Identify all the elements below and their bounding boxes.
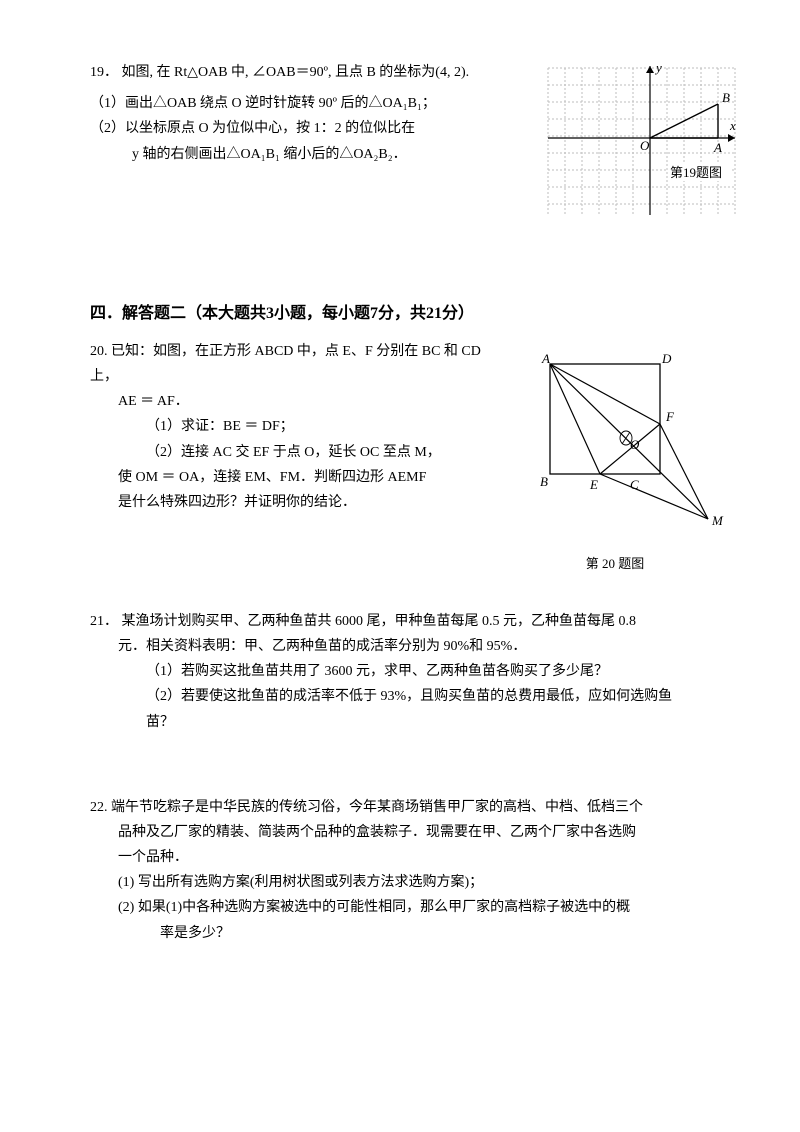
q20-label-D: D bbox=[661, 351, 672, 366]
question-20: 20. 已知：如图，在正方形 ABCD 中，点 E、F 分别在 BC 和 CD … bbox=[90, 339, 710, 549]
q20-text: 20. 已知：如图，在正方形 ABCD 中，点 E、F 分别在 BC 和 CD … bbox=[90, 339, 490, 515]
q20-number: 20. bbox=[90, 344, 108, 359]
q20-l2: （1）求证：BE ＝ DF； bbox=[90, 414, 490, 439]
q21-p2: （2）若要使这批鱼苗的成活率不低于 93%，且购买鱼苗的总费用最低，应如何选购鱼 bbox=[90, 684, 710, 709]
q19-text: 19． 如图, 在 Rt△OAB 中, ∠OAB＝90º, 且点 B 的坐标为(… bbox=[90, 60, 520, 167]
q19-figure: O A B x y 第19题图 bbox=[540, 60, 740, 229]
section-4-title: 四．解答题二（本大题共3小题，每小题7分，共21分） bbox=[90, 300, 710, 329]
q20-svg: A D B C E F O M bbox=[530, 349, 730, 539]
q19-part2b: y 轴的右侧画出△OA₁B₁ 缩小后的△OA₂B₂． bbox=[90, 142, 520, 167]
q20-l3: （2）连接 AC 交 EF 于点 O，延长 OC 至点 M， bbox=[90, 440, 490, 465]
q20-label-B: B bbox=[540, 474, 548, 489]
q20-label-C: C bbox=[630, 477, 639, 492]
q21-stem-text: 某渔场计划购买甲、乙两种鱼苗共 6000 尾，甲种鱼苗每尾 0.5 元，乙种鱼苗… bbox=[122, 614, 637, 629]
q22-stem-text: 端午节吃粽子是中华民族的传统习俗，今年某商场销售甲厂家的高档、中档、低档三个 bbox=[111, 800, 643, 815]
q20-label-M: M bbox=[711, 513, 724, 528]
q20-label-E: E bbox=[589, 477, 598, 492]
q19-number: 19． bbox=[90, 65, 118, 80]
q19-label-y: y bbox=[654, 60, 662, 75]
q19-label-A: A bbox=[713, 140, 722, 155]
q20-l5: 是什么特殊四边形？并证明你的结论． bbox=[90, 490, 490, 515]
q19-label-B: B bbox=[722, 90, 730, 105]
q19-label-x: x bbox=[729, 118, 736, 133]
q20-stem: 20. 已知：如图，在正方形 ABCD 中，点 E、F 分别在 BC 和 CD … bbox=[90, 339, 490, 389]
question-19: 19． 如图, 在 Rt△OAB 中, ∠OAB＝90º, 且点 B 的坐标为(… bbox=[90, 60, 710, 240]
q20-fig-label: 第 20 题图 bbox=[500, 552, 730, 575]
q19-fig-label: 第19题图 bbox=[670, 165, 722, 180]
q19-label-O: O bbox=[640, 138, 650, 153]
q19-part1: （1）画出△OAB 绕点 O 逆时针旋转 90º 后的△OA₁B₁； bbox=[90, 91, 520, 116]
q19-grid-svg: O A B x y 第19题图 bbox=[540, 60, 740, 220]
q21-stem: 21． 某渔场计划购买甲、乙两种鱼苗共 6000 尾，甲种鱼苗每尾 0.5 元，… bbox=[90, 609, 710, 634]
q22-number: 22. bbox=[90, 800, 108, 815]
q19-stem: 19． 如图, 在 Rt△OAB 中, ∠OAB＝90º, 且点 B 的坐标为(… bbox=[90, 60, 520, 85]
question-22: 22. 端午节吃粽子是中华民族的传统习俗，今年某商场销售甲厂家的高档、中档、低档… bbox=[90, 795, 710, 946]
q19-stem-text: 如图, 在 Rt△OAB 中, ∠OAB＝90º, 且点 B 的坐标为(4, 2… bbox=[122, 65, 470, 80]
q22-stem2: 品种及乙厂家的精装、简装两个品种的盒装粽子．现需要在甲、乙两个厂家中各选购 bbox=[90, 820, 710, 845]
q22-p2: (2) 如果(1)中各种选购方案被选中的可能性相同，那么甲厂家的高档粽子被选中的… bbox=[90, 895, 710, 920]
q20-stem-text: 已知：如图，在正方形 ABCD 中，点 E、F 分别在 BC 和 CD 上， bbox=[90, 344, 481, 384]
q20-label-F: F bbox=[665, 409, 675, 424]
q21-p2b: 苗？ bbox=[90, 710, 710, 735]
q20-l4: 使 OM ＝ OA，连接 EM、FM．判断四边形 AEMF bbox=[90, 465, 490, 490]
q20-label-A: A bbox=[541, 351, 550, 366]
q21-number: 21． bbox=[90, 614, 118, 629]
q22-stem: 22. 端午节吃粽子是中华民族的传统习俗，今年某商场销售甲厂家的高档、中档、低档… bbox=[90, 795, 710, 820]
q22-p2b: 率是多少？ bbox=[90, 921, 710, 946]
q21-stem2: 元．相关资料表明：甲、乙两种鱼苗的成活率分别为 90%和 95%． bbox=[90, 634, 710, 659]
q21-p1: （1）若购买这批鱼苗共用了 3600 元，求甲、乙两种鱼苗各购买了多少尾？ bbox=[90, 659, 710, 684]
q22-p1: (1) 写出所有选购方案(利用树状图或列表方法求选购方案)； bbox=[90, 870, 710, 895]
q19-part2a: （2）以坐标原点 O 为位似中心，按 1：2 的位似比在 bbox=[90, 116, 520, 141]
q22-stem3: 一个品种． bbox=[90, 845, 710, 870]
question-21: 21． 某渔场计划购买甲、乙两种鱼苗共 6000 尾，甲种鱼苗每尾 0.5 元，… bbox=[90, 609, 710, 735]
q20-l1: AE ＝ AF． bbox=[90, 389, 490, 414]
q20-figure: A D B C E F O M 第 20 题图 bbox=[530, 349, 730, 576]
